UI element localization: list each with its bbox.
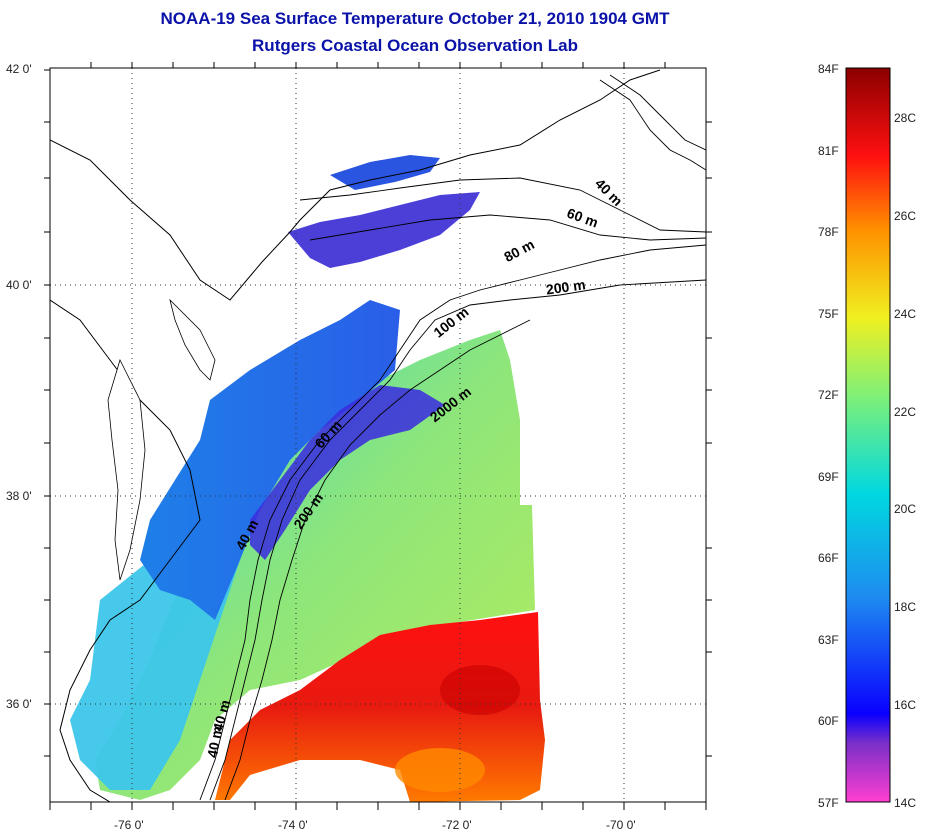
colorbar-f-label: 57F [818, 796, 839, 810]
lon-label: -72 0' [442, 818, 472, 832]
shelf-water-region [140, 300, 400, 620]
colorbar-c-label: 28C [894, 111, 917, 125]
lat-label: 38 0' [6, 489, 32, 503]
temperature-colorbar [846, 68, 890, 802]
colorbar-c-label: 26C [894, 209, 917, 223]
colorbar-f-label: 69F [818, 470, 839, 484]
colorbar-f-label: 66F [818, 551, 839, 565]
contour-label: 40 m [210, 698, 234, 733]
map-subtitle: Rutgers Coastal Ocean Observation Lab [252, 36, 578, 55]
colorbar-c-label: 18C [894, 600, 917, 614]
colorbar-f-label: 72F [818, 388, 839, 402]
lon-label: -70 0' [606, 818, 636, 832]
long-island-sound-water [330, 155, 440, 190]
colorbar-f-label: 84F [818, 62, 839, 76]
lat-label: 36 0' [6, 697, 32, 711]
contour-label: 200 m [545, 276, 587, 297]
colorbar-f-label: 75F [818, 307, 839, 321]
contour-label: 80 m [501, 236, 537, 265]
colorbar-c-label: 24C [894, 307, 917, 321]
colorbar-frame [845, 67, 891, 803]
colorbar-f-label: 60F [818, 714, 839, 728]
lat-label: 40 0' [6, 278, 32, 292]
colorbar-c-label: 14C [894, 796, 917, 810]
offshore-water-region [95, 330, 535, 800]
shelf-break-cold-band [250, 385, 445, 560]
lat-label: 42 0' [6, 62, 32, 76]
colorbar-f-label: 81F [818, 144, 839, 158]
lon-label: -76 0' [114, 818, 144, 832]
colorbar-c-label: 16C [894, 698, 917, 712]
colorbar-f-label: 63F [818, 633, 839, 647]
colorbar-c-label: 22C [894, 405, 917, 419]
contour-label: 60 m [565, 205, 600, 231]
bathymetry-contours [199, 74, 706, 801]
contour-label: 40 m [204, 725, 225, 759]
lon-label: -74 0' [278, 818, 308, 832]
ny-bight-cold-water [288, 192, 480, 268]
colorbar-f-label: 78F [818, 225, 839, 239]
colorbar-c-label: 20C [894, 502, 917, 516]
map-title: NOAA-19 Sea Surface Temperature October … [160, 9, 670, 28]
colorbar-gradient [846, 68, 890, 802]
